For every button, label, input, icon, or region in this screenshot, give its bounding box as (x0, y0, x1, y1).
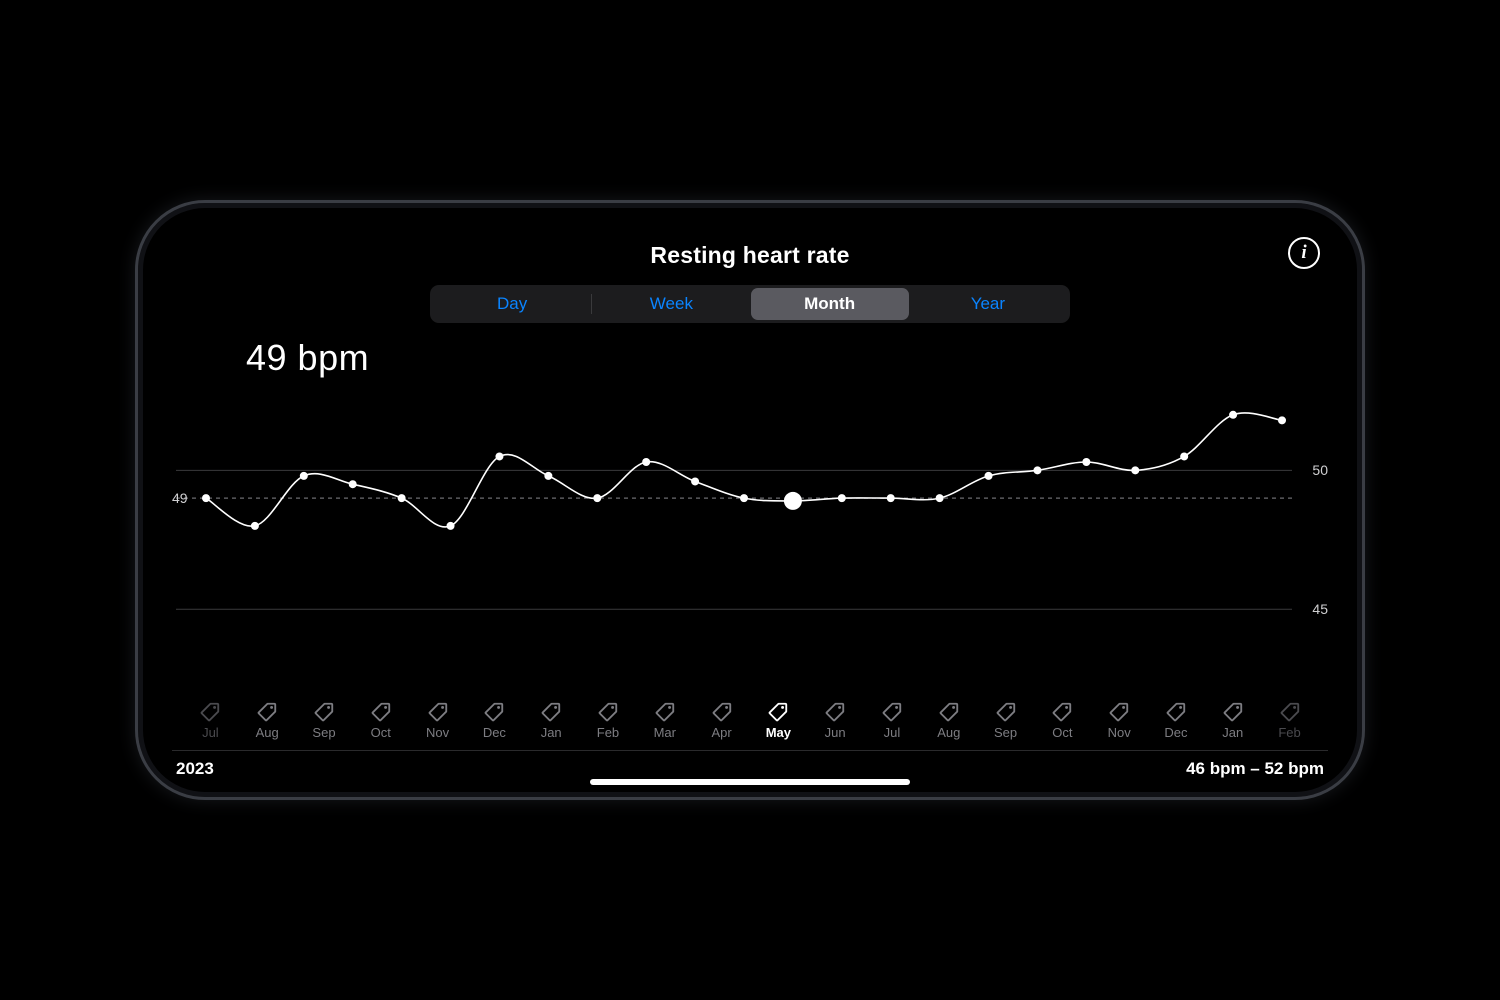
month-label: Jul (202, 725, 219, 740)
info-button[interactable]: i (1288, 237, 1320, 269)
month-label: Jan (1222, 725, 1243, 740)
month-label: May (766, 725, 791, 740)
month-oct-3[interactable]: Oct (352, 701, 409, 740)
month-jul-12[interactable]: Jul (864, 701, 921, 740)
month-label: Oct (371, 725, 391, 740)
phone-frame: Resting heart rate i DayWeekMonthYear 49… (135, 200, 1365, 800)
month-label: Feb (597, 725, 619, 740)
reference-line-label: 49 (172, 490, 188, 506)
month-dec-17[interactable]: Dec (1148, 701, 1205, 740)
month-aug-13[interactable]: Aug (920, 701, 977, 740)
month-label: Nov (426, 725, 449, 740)
month-sep-2[interactable]: Sep (296, 701, 353, 740)
home-indicator[interactable] (590, 779, 910, 785)
month-mar-8[interactable]: Mar (636, 701, 693, 740)
month-aug-1[interactable]: Aug (239, 701, 296, 740)
heart-rate-chart[interactable]: 49 45 50 (172, 387, 1328, 699)
month-oct-15[interactable]: Oct (1034, 701, 1091, 740)
month-dec-5[interactable]: Dec (466, 701, 523, 740)
segment-day[interactable]: Day (433, 288, 591, 320)
month-label: Aug (256, 725, 279, 740)
month-label: Dec (483, 725, 506, 740)
month-label: Jan (541, 725, 562, 740)
month-apr-9[interactable]: Apr (693, 701, 750, 740)
segment-month[interactable]: Month (751, 288, 909, 320)
info-icon: i (1301, 242, 1306, 264)
footer-year: 2023 (176, 759, 214, 779)
month-jun-11[interactable]: Jun (807, 701, 864, 740)
month-label: Nov (1108, 725, 1131, 740)
month-nov-16[interactable]: Nov (1091, 701, 1148, 740)
month-axis: Jul Aug Sep Oct Nov Dec Jan Feb Mar Apr … (172, 701, 1328, 740)
month-sep-14[interactable]: Sep (977, 701, 1034, 740)
footer-range: 46 bpm – 52 bpm (1186, 759, 1324, 779)
month-label: Jul (884, 725, 901, 740)
month-label: Oct (1052, 725, 1072, 740)
month-label: Feb (1278, 725, 1300, 740)
chart-svg (176, 387, 1292, 637)
segment-year[interactable]: Year (909, 288, 1067, 320)
month-label: Aug (937, 725, 960, 740)
month-jan-18[interactable]: Jan (1204, 701, 1261, 740)
month-jan-6[interactable]: Jan (523, 701, 580, 740)
month-nov-4[interactable]: Nov (409, 701, 466, 740)
month-label: Sep (312, 725, 335, 740)
segment-week[interactable]: Week (592, 288, 750, 320)
month-label: Sep (994, 725, 1017, 740)
y-tick-45: 45 (1312, 601, 1328, 617)
footer: 2023 46 bpm – 52 bpm (172, 750, 1328, 779)
y-tick-50: 50 (1312, 462, 1328, 478)
month-label: Mar (654, 725, 676, 740)
month-label: Jun (825, 725, 846, 740)
month-feb-7[interactable]: Feb (580, 701, 637, 740)
month-feb-19[interactable]: Feb (1261, 701, 1318, 740)
time-range-segmented-control[interactable]: DayWeekMonthYear (430, 285, 1070, 323)
month-label: Apr (711, 725, 731, 740)
header: Resting heart rate i (172, 235, 1328, 275)
page-title: Resting heart rate (650, 242, 849, 269)
month-may-10[interactable]: May (750, 701, 807, 740)
month-label: Dec (1164, 725, 1187, 740)
current-value-readout: 49 bpm (246, 337, 1328, 379)
month-jul-0[interactable]: Jul (182, 701, 239, 740)
